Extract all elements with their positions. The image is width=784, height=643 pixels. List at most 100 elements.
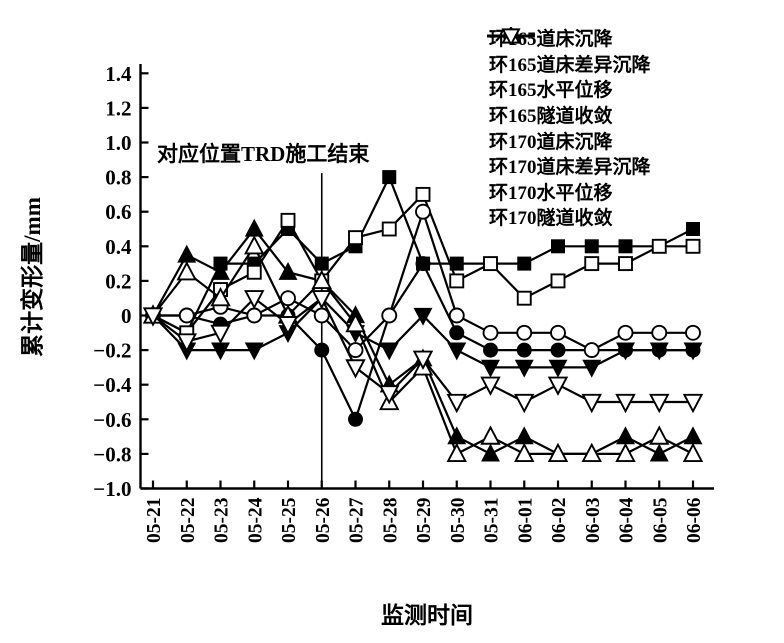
y-tick-label: 0.6 (105, 200, 131, 224)
open-triangle-down-marker (615, 393, 636, 414)
filled-triangle-up-marker (278, 262, 298, 280)
legend: 环165道床沉降 环165道床差异沉降 环165水平位移 环165隧道收敛 环170道床… (486, 27, 651, 232)
filled-circle-marker (516, 342, 532, 358)
open-circle-marker (617, 324, 634, 341)
legend-item: 环170水平位移 (486, 27, 651, 207)
filled-triangle-up-marker (481, 443, 500, 462)
y-tick-label: 0.2 (105, 269, 131, 293)
filled-square-marker (618, 239, 633, 254)
x-tick-label: 05-23 (212, 497, 233, 543)
filled-triangle-down-marker (582, 359, 602, 378)
x-tick-label: 06-01 (515, 498, 536, 544)
x-tick-label: 05-29 (414, 497, 435, 543)
open-square-marker (415, 186, 431, 202)
open-triangle-down-icon (487, 28, 535, 45)
x-tick-label: 05-21 (144, 498, 165, 544)
filled-circle-marker (483, 342, 498, 358)
open-square-marker (280, 212, 296, 228)
open-triangle-down-marker (581, 393, 602, 414)
filled-triangle-down-marker (481, 359, 500, 378)
y-tick-label: 1.2 (105, 96, 131, 120)
x-tick-label: 05-28 (380, 497, 401, 543)
filled-square-marker (686, 222, 700, 236)
y-tick-label: 0.8 (105, 166, 131, 190)
filled-triangle-down-marker (447, 342, 467, 361)
filled-circle-marker (550, 342, 566, 358)
legend-item: 环170道床沉降 (486, 28, 651, 155)
filled-circle-marker (415, 256, 431, 272)
open-circle-marker (516, 324, 533, 341)
open-square-marker (584, 256, 600, 272)
open-triangle-up-marker (547, 442, 569, 463)
open-circle-marker (651, 324, 668, 341)
open-triangle-down-marker (277, 316, 299, 336)
open-triangle-up-marker (615, 442, 636, 463)
legend-label: 环165隧道收敛 (489, 106, 613, 128)
open-circle-marker (685, 324, 701, 341)
y-tick-label: −0.2 (93, 339, 131, 363)
open-circle-marker (482, 324, 499, 341)
filled-triangle-up-marker (683, 426, 703, 445)
open-triangle-down-marker (379, 385, 400, 405)
filled-triangle-up-marker (649, 443, 669, 462)
series-filled-circle (145, 256, 701, 427)
open-triangle-down-marker (480, 376, 501, 396)
x-tick-label: 06-05 (650, 497, 671, 543)
y-tick-label: 1.0 (105, 131, 131, 155)
filled-triangle-up-marker (514, 426, 534, 445)
y-tick-label: 1.4 (105, 62, 132, 86)
series-open-triangle-down (142, 290, 704, 414)
legend-item: 环170道床差异沉降 (486, 28, 651, 181)
open-circle-marker (415, 203, 431, 220)
open-triangle-up-marker (446, 442, 467, 463)
filled-circle-marker (314, 342, 330, 358)
y-tick-label: 0.4 (105, 235, 132, 259)
open-circle-marker (246, 307, 263, 324)
open-square-marker (516, 290, 532, 306)
open-triangle-down-marker (311, 290, 332, 310)
x-tick-label: 05-27 (347, 497, 368, 543)
x-axis-title: 监测时间 (381, 603, 473, 628)
open-square-marker (483, 256, 498, 272)
open-triangle-down-marker (142, 307, 164, 327)
trd-annotation-text: 对应位置TRD施工结束 (157, 142, 370, 166)
legend-item: 环165水平位移 (486, 27, 651, 104)
open-triangle-up-marker (480, 425, 501, 445)
y-axis-title: 累计变形量/mm (20, 197, 45, 357)
open-circle-marker (381, 307, 398, 324)
open-square-marker (651, 238, 667, 254)
open-triangle-down-marker (210, 324, 231, 345)
series-line (153, 208, 693, 352)
open-square-marker (246, 264, 262, 280)
open-triangle-up-marker (649, 425, 670, 445)
legend-label: 环170道床差异沉降 (489, 157, 651, 179)
open-circle-marker (178, 307, 195, 324)
x-tick-label: 05-31 (482, 498, 503, 544)
filled-circle-marker (348, 411, 363, 427)
y-tick-label: 0 (121, 304, 132, 328)
filled-square-marker (382, 170, 397, 185)
filled-triangle-down-marker (616, 342, 635, 361)
series-line (153, 261, 693, 423)
filled-triangle-down-marker (244, 342, 264, 361)
x-tick-label: 05-24 (245, 497, 266, 543)
open-triangle-up-marker (581, 442, 602, 463)
x-tick-label: 06-02 (549, 498, 570, 544)
open-triangle-up-marker (514, 442, 535, 463)
series-filled-triangle-up (143, 218, 703, 462)
x-tick-label: 06-03 (583, 497, 604, 543)
x-tick-label: 05-26 (313, 497, 334, 543)
x-tick-label: 06-06 (684, 497, 705, 543)
legend-item: 环165隧道收敛 (486, 28, 651, 130)
x-tick-label: 05-30 (448, 498, 469, 544)
open-triangle-up-marker (210, 286, 231, 307)
open-triangle-down-marker (244, 290, 265, 310)
filled-triangle-up-marker (211, 262, 230, 280)
open-square-marker (449, 273, 465, 289)
x-tick-label: 05-22 (178, 498, 199, 544)
open-triangle-up-marker (682, 442, 704, 463)
filled-triangle-up-marker (177, 244, 197, 263)
y-tick-label: −0.6 (93, 408, 131, 432)
legend-label: 环170隧道收敛 (489, 208, 613, 230)
